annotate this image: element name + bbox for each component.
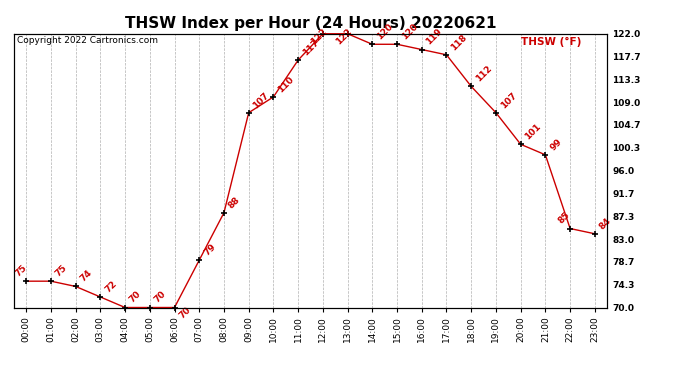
Text: 70: 70 xyxy=(152,290,168,305)
Text: 85: 85 xyxy=(556,210,571,226)
Text: 101: 101 xyxy=(524,122,543,141)
Text: 110: 110 xyxy=(276,75,296,94)
Text: 72: 72 xyxy=(103,279,119,294)
Text: 107: 107 xyxy=(251,90,271,110)
Text: 119: 119 xyxy=(424,27,444,47)
Text: 107: 107 xyxy=(499,90,518,110)
Text: Copyright 2022 Cartronics.com: Copyright 2022 Cartronics.com xyxy=(17,36,158,45)
Text: 120: 120 xyxy=(400,22,420,42)
Text: 74: 74 xyxy=(79,268,94,284)
Text: 99: 99 xyxy=(548,136,564,152)
Text: 70: 70 xyxy=(128,290,143,305)
Text: 75: 75 xyxy=(54,263,69,278)
Text: 75: 75 xyxy=(14,263,29,278)
Text: 117: 117 xyxy=(301,38,321,57)
Text: 79: 79 xyxy=(202,242,217,257)
Text: 84: 84 xyxy=(598,216,613,231)
Text: 112: 112 xyxy=(474,64,493,84)
Text: 118: 118 xyxy=(449,32,469,52)
Text: 120: 120 xyxy=(375,22,395,42)
Text: 70: 70 xyxy=(177,305,193,320)
Title: THSW Index per Hour (24 Hours) 20220621: THSW Index per Hour (24 Hours) 20220621 xyxy=(125,16,496,31)
Text: THSW (°F): THSW (°F) xyxy=(521,36,582,46)
Text: 122: 122 xyxy=(309,27,328,46)
Text: 122: 122 xyxy=(334,27,353,46)
Text: 88: 88 xyxy=(227,195,242,210)
